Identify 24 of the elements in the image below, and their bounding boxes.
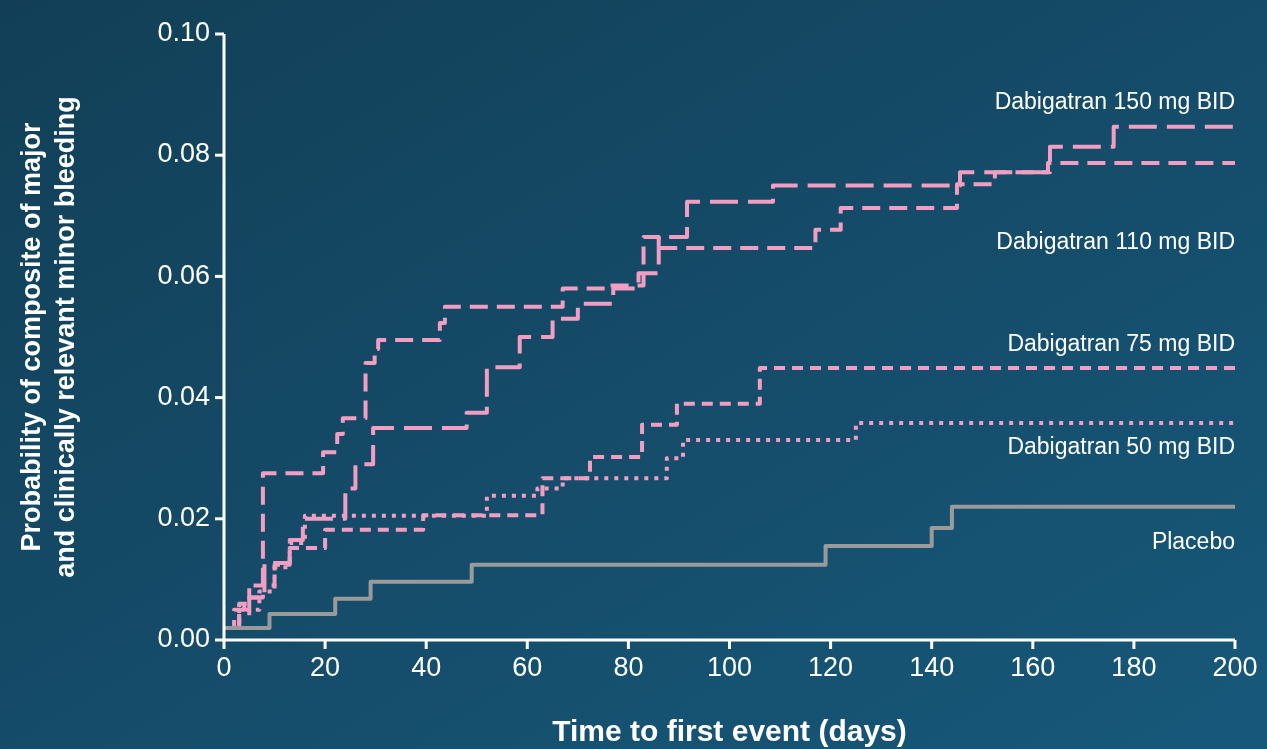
x-tick-label: 140 — [909, 652, 955, 682]
x-tick-label: 0 — [216, 652, 232, 682]
x-tick-label: 120 — [808, 652, 854, 682]
x-axis-title: Time to first event (days) — [552, 714, 907, 747]
y-tick-label: 0.06 — [157, 259, 210, 290]
y-tick-label: 0.02 — [157, 501, 210, 532]
x-tick-label: 160 — [1010, 652, 1056, 682]
x-tick-label: 200 — [1212, 652, 1258, 682]
x-tick-label: 60 — [512, 652, 543, 682]
x-tick-label: 40 — [411, 652, 442, 682]
series-label: Dabigatran 50 mg BID — [1007, 433, 1235, 460]
x-tick-label: 180 — [1111, 652, 1157, 682]
series-label: Dabigatran 75 mg BID — [1007, 329, 1235, 356]
y-tick-label: 0.00 — [157, 623, 210, 654]
y-tick-label: 0.04 — [157, 380, 210, 411]
series-label: Dabigatran 150 mg BID — [994, 87, 1235, 114]
y-tick-label: 0.08 — [157, 138, 210, 169]
series-label: Dabigatran 110 mg BID — [996, 228, 1235, 255]
x-tick-label: 100 — [706, 652, 753, 682]
x-tick-label: 80 — [613, 652, 644, 682]
y-tick-label: 0.10 — [157, 17, 210, 48]
series-label: Placebo — [1151, 527, 1235, 554]
y-axis-title: Probability of composite of major and clinically relevant minor bleeding — [16, 96, 80, 578]
x-tick-label: 20 — [310, 652, 341, 682]
